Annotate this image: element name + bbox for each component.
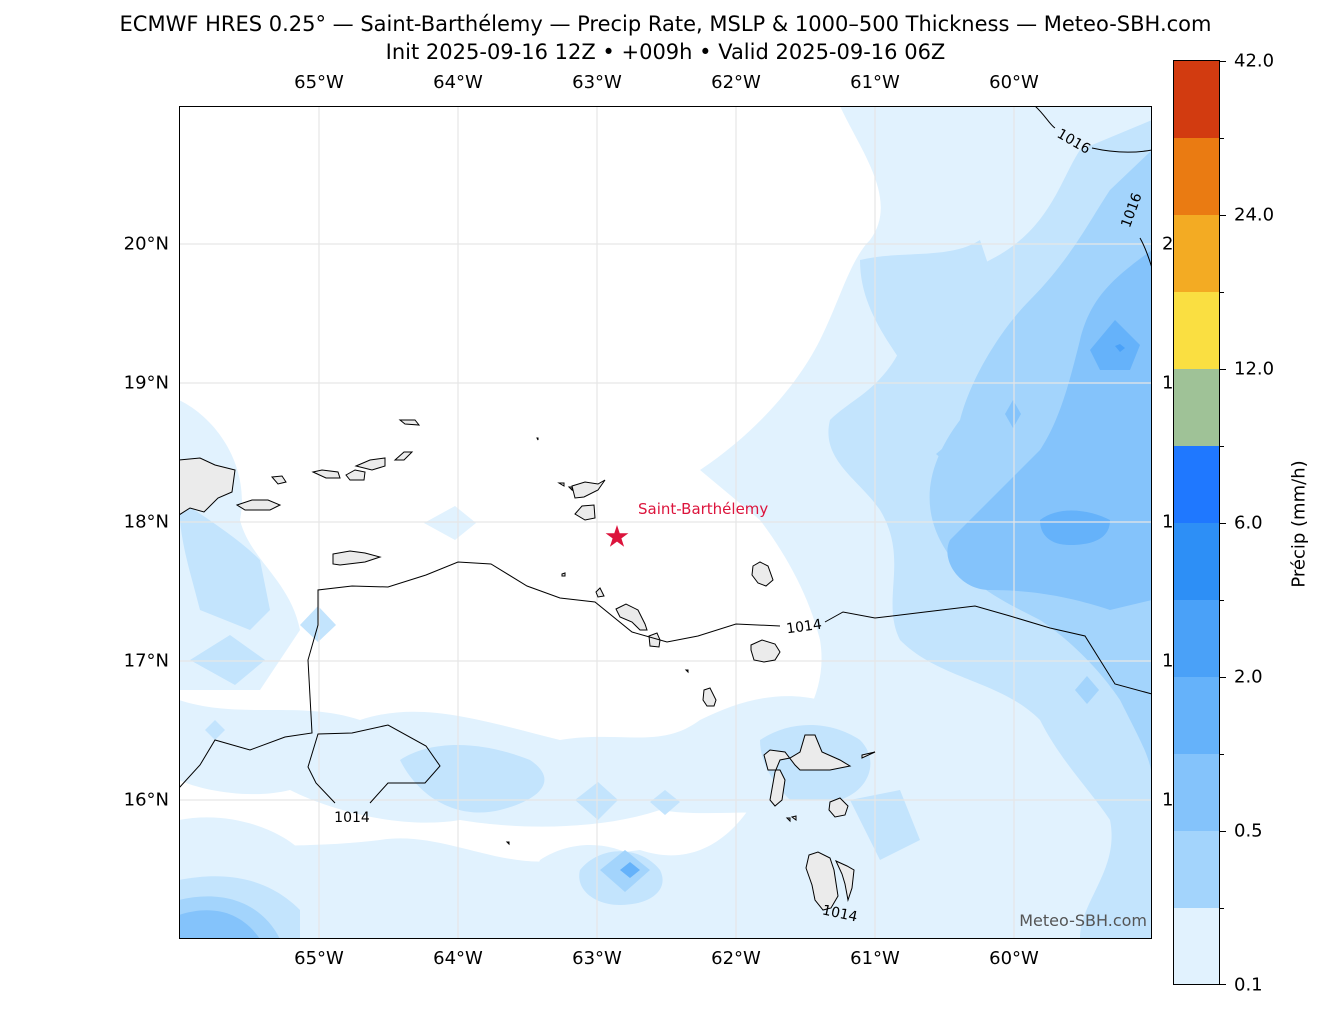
colorbar-tick xyxy=(1220,600,1224,601)
colorbar-segment xyxy=(1174,831,1219,908)
colorbar-title: Précip (mm/h) xyxy=(1288,460,1310,588)
lon-tick-bottom: 61°W xyxy=(850,948,900,969)
lat-tick-right-partial: 1 xyxy=(1162,511,1174,533)
colorbar-tick xyxy=(1220,292,1224,293)
colorbar-segment xyxy=(1174,215,1219,292)
station-label: Saint-Barthélemy xyxy=(638,500,769,518)
lat-tick: 20°N xyxy=(123,233,169,255)
colorbar-tick xyxy=(1220,446,1224,447)
colorbar-tick xyxy=(1220,215,1226,216)
lon-tick-bottom: 64°W xyxy=(433,948,483,969)
lon-tick-bottom: 62°W xyxy=(711,948,761,969)
colorbar xyxy=(1173,60,1220,985)
colorbar-tick xyxy=(1220,908,1224,909)
colorbar-segment xyxy=(1174,138,1219,215)
colorbar-tick xyxy=(1220,984,1226,985)
lon-tick-top: 63°W xyxy=(572,72,622,93)
colorbar-label: 2.0 xyxy=(1234,666,1263,688)
colorbar-label: 12.0 xyxy=(1234,358,1275,380)
isobar-label: 1014 xyxy=(785,617,823,638)
isobar-label: 1014 xyxy=(334,810,370,826)
watermark: Meteo-SBH.com xyxy=(1019,911,1147,930)
colorbar-segment xyxy=(1174,600,1219,677)
lon-tick-top: 64°W xyxy=(433,72,483,93)
colorbar-tick xyxy=(1220,754,1224,755)
star-icon xyxy=(605,525,629,547)
colorbar-label: 24.0 xyxy=(1234,204,1275,226)
colorbar-segment xyxy=(1174,523,1219,600)
chart-subtitle: Init 2025-09-16 12Z • +009h • Valid 2025… xyxy=(385,40,946,64)
colorbar-segment xyxy=(1174,61,1219,138)
colorbar-label: 0.5 xyxy=(1234,820,1263,842)
colorbar-segment xyxy=(1174,446,1219,523)
colorbar-segment xyxy=(1174,754,1219,831)
lon-tick-top: 60°W xyxy=(989,72,1039,93)
isobar-labels: 1016 1016 1014 1014 1014 xyxy=(334,126,1145,925)
lat-tick: 16°N xyxy=(123,789,169,811)
precip-field xyxy=(179,106,1152,939)
colorbar-tick xyxy=(1220,138,1224,139)
colorbar-tick xyxy=(1220,677,1226,678)
lon-tick-bottom: 63°W xyxy=(572,948,622,969)
lat-tick: 18°N xyxy=(123,511,169,533)
colorbar-tick xyxy=(1220,523,1226,524)
colorbar-segment xyxy=(1174,369,1219,446)
colorbar-tick xyxy=(1220,369,1226,370)
lat-tick-right-partial: 1 xyxy=(1162,650,1174,672)
colorbar-segment xyxy=(1174,677,1219,754)
lon-tick-bottom: 60°W xyxy=(989,948,1039,969)
colorbar-tick xyxy=(1220,61,1226,62)
colorbar-label: 0.1 xyxy=(1234,974,1263,996)
colorbar-segment xyxy=(1174,908,1219,984)
lat-tick-right-partial: 2 xyxy=(1162,233,1174,255)
lat-tick: 19°N xyxy=(123,372,169,394)
lon-tick-bottom: 65°W xyxy=(294,948,344,969)
colorbar-label: 42.0 xyxy=(1234,50,1275,72)
isobar-label: 1014 xyxy=(821,902,859,925)
lat-tick-right-partial: 1 xyxy=(1162,372,1174,394)
lat-tick-right-partial: 1 xyxy=(1162,789,1174,811)
lat-tick: 17°N xyxy=(123,650,169,672)
lon-tick-top: 61°W xyxy=(850,72,900,93)
chart-title: ECMWF HRES 0.25° — Saint-Barthélemy — Pr… xyxy=(119,12,1212,36)
colorbar-label: 6.0 xyxy=(1234,512,1263,534)
coastlines xyxy=(179,419,876,911)
graticule xyxy=(179,106,1152,939)
lon-tick-top: 65°W xyxy=(294,72,344,93)
precip-map: 1016 1016 1014 1014 1014 xyxy=(179,106,1152,939)
colorbar-tick xyxy=(1220,831,1226,832)
lon-tick-top: 62°W xyxy=(711,72,761,93)
colorbar-segment xyxy=(1174,292,1219,369)
isobars xyxy=(179,106,1152,804)
